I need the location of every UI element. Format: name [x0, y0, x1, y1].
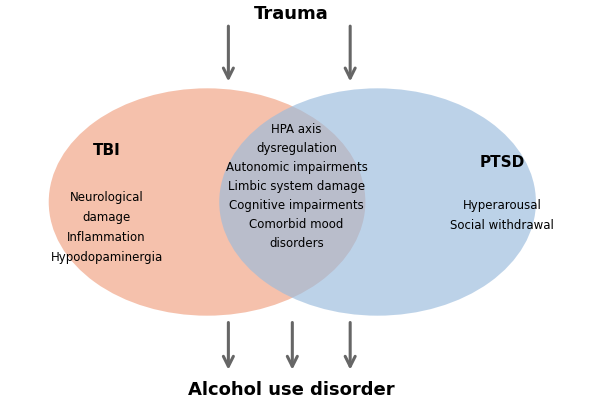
Text: TBI: TBI	[93, 143, 121, 157]
Text: HPA axis
dysregulation
Autonomic impairments
Limbic system damage
Cognitive impa: HPA axis dysregulation Autonomic impairm…	[226, 123, 367, 249]
Ellipse shape	[219, 89, 536, 316]
Text: PTSD: PTSD	[480, 155, 525, 169]
Ellipse shape	[49, 89, 365, 316]
Text: Trauma: Trauma	[254, 5, 328, 23]
Text: Alcohol use disorder: Alcohol use disorder	[188, 380, 395, 398]
Text: Hyperarousal
Social withdrawal: Hyperarousal Social withdrawal	[451, 198, 554, 231]
Text: Neurological
damage
Inflammation
Hypodopaminergia: Neurological damage Inflammation Hypodop…	[51, 190, 163, 263]
